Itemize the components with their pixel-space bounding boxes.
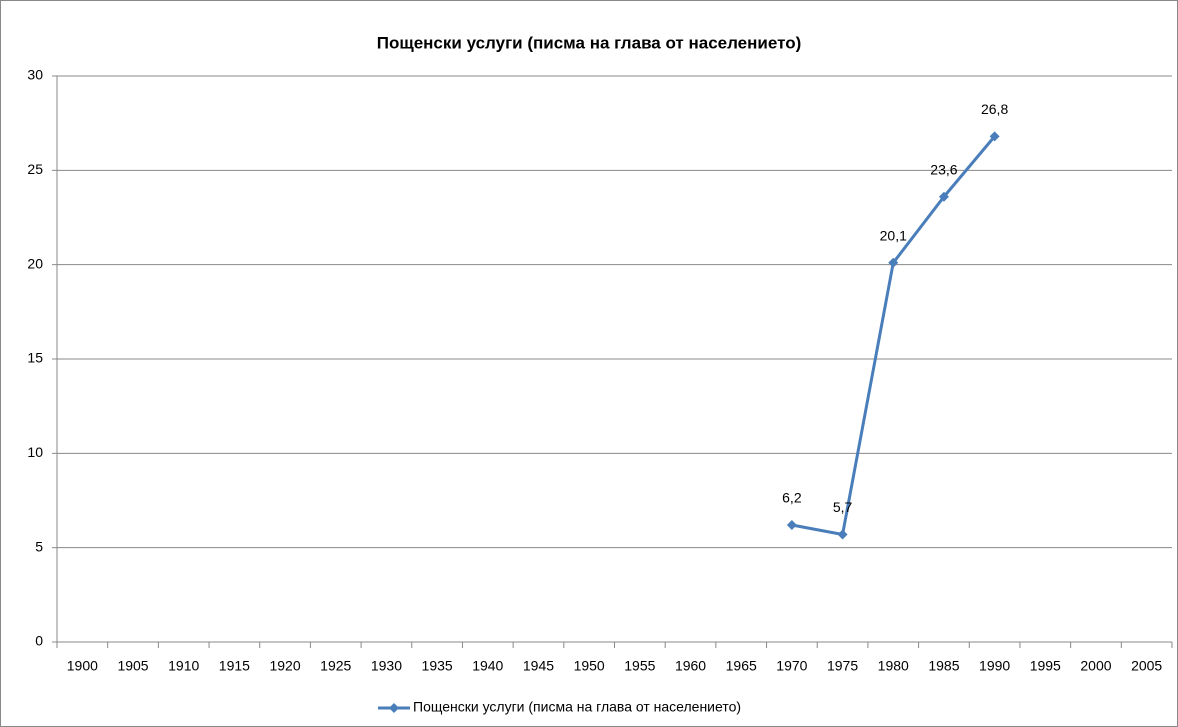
x-tick-label: 1955 — [624, 658, 655, 674]
legend-marker — [389, 703, 399, 713]
data-label: 6,2 — [782, 490, 802, 506]
x-tick-label: 1925 — [320, 658, 351, 674]
x-tick-label: 1900 — [67, 658, 98, 674]
x-tick-label: 1985 — [928, 658, 959, 674]
x-tick-label: 1990 — [979, 658, 1010, 674]
x-tick-label: 1950 — [574, 658, 605, 674]
y-tick-label: 25 — [27, 161, 43, 177]
x-tick-label: 1970 — [776, 658, 807, 674]
data-label: 26,8 — [981, 101, 1008, 117]
x-tick-label: 1940 — [472, 658, 503, 674]
y-tick-label: 5 — [35, 538, 43, 554]
marker — [837, 529, 848, 540]
y-tick-label: 10 — [27, 444, 43, 460]
x-tick-label: 1930 — [371, 658, 402, 674]
x-tick-label: 1975 — [827, 658, 858, 674]
x-tick-label: 2000 — [1080, 658, 1111, 674]
data-label: 20,1 — [880, 227, 907, 243]
x-tick-label: 2005 — [1131, 658, 1162, 674]
x-tick-label: 1960 — [675, 658, 706, 674]
x-tick-label: 1935 — [422, 658, 453, 674]
marker — [786, 520, 797, 531]
marker — [989, 131, 1000, 142]
y-tick-label: 20 — [27, 255, 43, 271]
data-label: 5,7 — [833, 499, 853, 515]
y-tick-label: 15 — [27, 350, 43, 366]
x-tick-label: 1995 — [1030, 658, 1061, 674]
legend-label: Пощенски услуги (писма на глава от насел… — [413, 699, 741, 715]
x-tick-label: 1905 — [117, 658, 148, 674]
marker — [888, 257, 899, 268]
chart-title: Пощенски услуги (писма на глава от насел… — [377, 33, 801, 52]
data-label: 23,6 — [930, 161, 957, 177]
x-tick-label: 1915 — [219, 658, 250, 674]
x-tick-label: 1945 — [523, 658, 554, 674]
x-tick-label: 1920 — [269, 658, 300, 674]
x-tick-label: 1910 — [168, 658, 199, 674]
y-tick-label: 30 — [27, 67, 43, 83]
x-tick-label: 1965 — [726, 658, 757, 674]
y-tick-label: 0 — [35, 633, 43, 649]
marker — [938, 191, 949, 202]
x-tick-label: 1980 — [878, 658, 909, 674]
